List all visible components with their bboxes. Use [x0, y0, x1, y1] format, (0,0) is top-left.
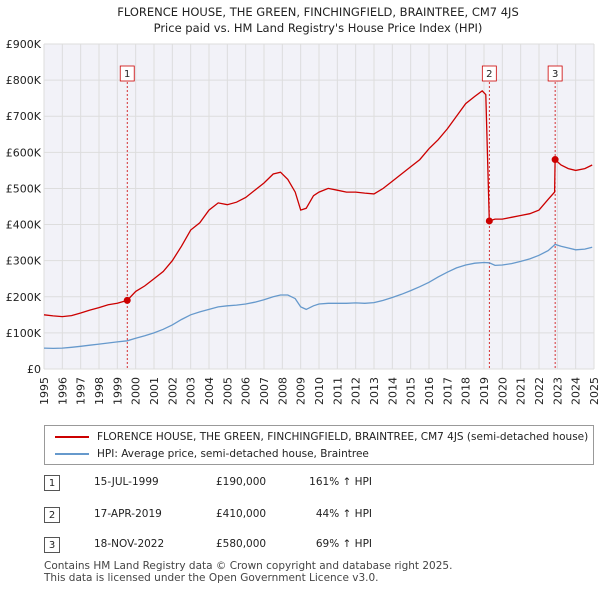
sale-point: [485, 217, 493, 225]
x-tick-label: 2002: [166, 377, 179, 405]
sale-hpi: 69% ↑ HPI: [315, 538, 372, 550]
x-tick-label: 2008: [276, 377, 289, 405]
x-tick-label: 2016: [423, 377, 436, 405]
sale-hpi: 161% ↑ HPI: [309, 476, 372, 488]
y-tick-label: £500K: [6, 182, 42, 195]
sale-box: [547, 65, 563, 82]
x-tick-label: 1996: [56, 377, 69, 405]
sale-row: 3 18-NOV-2022 £580,000 69% ↑ HPI: [44, 537, 584, 557]
x-tick-label: 2012: [350, 377, 363, 405]
sale-box: [119, 65, 135, 82]
sale-price: £580,000: [216, 538, 267, 550]
sale-row: 1 15-JUL-1999 £190,000 161% ↑ HPI: [44, 475, 584, 495]
sale-number: 2: [44, 507, 60, 523]
sale-price: £410,000: [216, 508, 267, 520]
sale-point: [551, 156, 559, 164]
x-tick-label: 2014: [386, 377, 399, 405]
sale-box-label: 3: [552, 69, 558, 80]
series-lines: [43, 90, 593, 350]
y-tick-label: £300K: [6, 255, 42, 268]
sale-hpi: 44% ↑ HPI: [315, 508, 372, 520]
y-tick-label: £0: [27, 363, 41, 376]
y-tick-label: £600K: [6, 146, 42, 159]
x-tick-label: 2024: [570, 377, 583, 405]
x-tick-label: 2017: [441, 377, 454, 405]
x-axis: 1995 1996 1997 1998 1999 2000 2001 2002 2003 2004…: [38, 377, 600, 405]
x-tick-label: 2001: [148, 377, 161, 405]
sale-row: 2 17-APR-2019 £410,000 44% ↑ HPI: [44, 507, 584, 527]
y-axis: £0 £100K £200K £300K £400K £500K £600K £700K £80…: [6, 38, 42, 376]
footer-licence: This data is licensed under the Open Gov…: [44, 572, 379, 584]
x-tick-label: 2015: [405, 377, 418, 405]
sale-box: [481, 65, 497, 82]
sale-number: 1: [44, 475, 60, 491]
chart-title-line2: Price paid vs. HM Land Registry's House …: [154, 21, 483, 35]
series-line: [43, 90, 593, 318]
legend: FLORENCE HOUSE, THE GREEN, FINCHINGFIELD…: [44, 425, 594, 465]
sale-point: [123, 296, 131, 304]
x-tick-label: 2018: [460, 377, 473, 405]
x-tick-label: 2006: [240, 377, 253, 405]
y-tick-label: £700K: [6, 110, 42, 123]
x-tick-label: 2003: [185, 377, 198, 405]
x-tick-label: 2007: [258, 377, 271, 405]
legend-item-hpi: HPI: Average price, semi-detached house,…: [55, 446, 369, 462]
x-tick-label: 2011: [331, 377, 344, 405]
x-tick-label: 2023: [551, 377, 564, 405]
sale-date: 18-NOV-2022: [94, 538, 165, 550]
legend-swatch-hpi: [55, 453, 89, 455]
x-tick-label: 2025: [588, 377, 600, 405]
x-tick-label: 1998: [93, 377, 106, 405]
legend-label-property: FLORENCE HOUSE, THE GREEN, FINCHINGFIELD…: [97, 431, 589, 443]
x-tick-label: 2010: [313, 377, 326, 405]
legend-label-hpi: HPI: Average price, semi-detached house,…: [97, 448, 369, 460]
x-tick-label: 2005: [221, 377, 234, 405]
x-tick-label: 2009: [295, 377, 308, 405]
x-tick-label: 2021: [515, 377, 528, 405]
sale-points: [123, 156, 559, 304]
sale-price: £190,000: [216, 476, 267, 488]
x-tick-label: 2000: [130, 377, 143, 405]
legend-item-property: FLORENCE HOUSE, THE GREEN, FINCHINGFIELD…: [55, 429, 588, 445]
y-tick-label: £900K: [6, 38, 42, 51]
y-tick-label: £400K: [6, 219, 42, 232]
x-tick-label: 2004: [203, 377, 216, 405]
sale-number: 3: [44, 537, 60, 553]
footer-copyright: Contains HM Land Registry data © Crown c…: [44, 560, 453, 572]
sale-box-label: 1: [124, 69, 130, 80]
chart-title-line1: FLORENCE HOUSE, THE GREEN, FINCHINGFIELD…: [117, 5, 519, 19]
x-tick-label: 2020: [496, 377, 509, 405]
y-tick-label: £800K: [6, 74, 42, 87]
sale-box-label: 2: [486, 69, 492, 80]
sale-date: 15-JUL-1999: [94, 476, 159, 488]
price-chart: FLORENCE HOUSE, THE GREEN, FINCHINGFIELD…: [6, 5, 600, 405]
y-tick-label: £100K: [6, 327, 42, 340]
x-tick-label: 2013: [368, 377, 381, 405]
x-tick-label: 1999: [111, 377, 124, 405]
x-tick-label: 2022: [533, 377, 546, 405]
sale-labels: 1 2 3: [119, 65, 563, 82]
x-tick-label: 1995: [38, 377, 51, 405]
y-tick-label: £200K: [6, 291, 42, 304]
x-tick-label: 1997: [75, 377, 88, 405]
legend-swatch-property: [55, 436, 89, 438]
series-line: [43, 243, 593, 350]
sale-date: 17-APR-2019: [94, 508, 162, 520]
x-tick-label: 2019: [478, 377, 491, 405]
